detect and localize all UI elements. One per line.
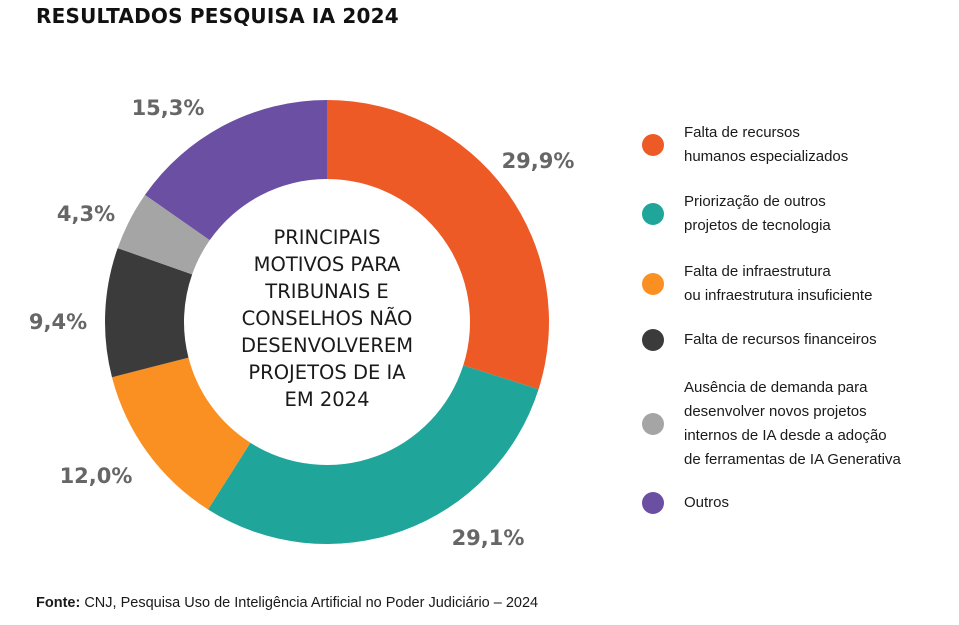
chart-center-label: PRINCIPAIS MOTIVOS PARA TRIBUNAIS E CONS… [240, 226, 414, 411]
legend-label: Priorização de outros projetos de tecnol… [684, 193, 831, 234]
slice-percent-label: 29,1% [452, 526, 525, 550]
legend-label: Ausência de demanda para desenvolver nov… [684, 379, 901, 468]
legend-item: Priorização de outros projetos de tecnol… [642, 190, 831, 238]
donut-slice [117, 194, 210, 275]
legend-swatch [642, 134, 664, 156]
legend-label: Falta de recursos financeiros [684, 331, 877, 348]
donut-chart: 29,9% 29,1% 12,0% 9,4% 4,3% 15,3% [29, 96, 575, 550]
legend-swatch [642, 203, 664, 225]
legend-item: Falta de recursos financeiros [642, 328, 877, 352]
legend-label: Falta de infraestrutura ou infraestrutur… [684, 263, 873, 304]
legend-swatch [642, 273, 664, 295]
legend-label: Outros [684, 494, 730, 511]
legend-swatch [642, 492, 664, 514]
slice-percent-label: 12,0% [60, 464, 133, 488]
slice-percent-label: 15,3% [132, 96, 205, 120]
donut-slice [208, 365, 539, 544]
donut-slice [327, 100, 549, 390]
legend-item: Falta de recursos humanos especializados [642, 121, 848, 169]
donut-slice [105, 248, 193, 378]
slice-percent-label: 29,9% [502, 149, 575, 173]
legend-label: Falta de recursos humanos especializados [684, 124, 849, 165]
legend-swatch [642, 413, 664, 435]
donut-slice [144, 99, 327, 241]
legend-item: Falta de infraestrutura ou infraestrutur… [642, 260, 872, 308]
slice-percent-label: 9,4% [29, 310, 87, 334]
slice-percent-label: 4,3% [57, 202, 115, 226]
source-note: Fonte: CNJ, Pesquisa Uso de Inteligência… [36, 595, 538, 611]
legend-item: Outros [642, 491, 729, 515]
chart-title: RESULTADOS PESQUISA IA 2024 [36, 4, 399, 28]
source-prefix: Fonte: [36, 595, 81, 611]
donut-slice [111, 357, 251, 510]
legend-item: Ausência de demanda para desenvolver nov… [642, 376, 901, 472]
source-text: CNJ, Pesquisa Uso de Inteligência Artifi… [84, 595, 539, 611]
legend-swatch [642, 329, 664, 351]
